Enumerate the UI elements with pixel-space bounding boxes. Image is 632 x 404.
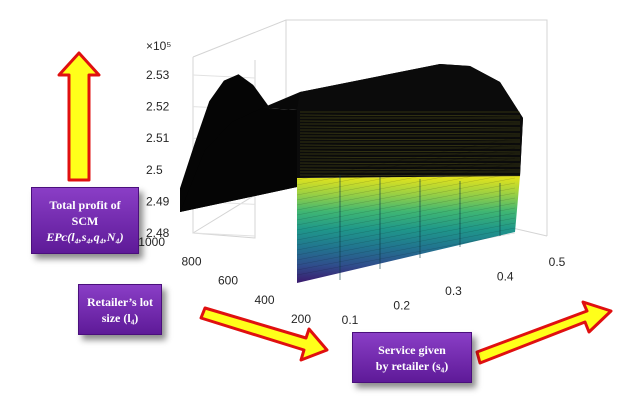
mesh-row (296, 147, 516, 191)
mesh-row (296, 187, 516, 231)
x-tick-label: 0.1 (342, 313, 359, 327)
z-tick-label: 2.52 (146, 100, 170, 114)
profit-label-line1: Total profit of (49, 197, 121, 212)
service-callout: Service given by retailer (s₄) (352, 332, 472, 383)
profit-label-line2: SCM (71, 213, 99, 228)
z-tick-label: 2.48 (146, 226, 170, 240)
y-tick-label: 600 (218, 274, 238, 288)
mesh-row (296, 177, 516, 221)
z-axis-ticks: 2.48 2.49 2.5 2.51 2.52 2.53 (146, 68, 170, 240)
back-top (192, 19, 548, 236)
x-tick-label: 0.4 (497, 270, 514, 284)
service-label-line2: by retailer (s₄) (375, 358, 449, 373)
mesh-line (299, 162, 521, 165)
arrow-up-profit (57, 51, 101, 182)
mesh-line (299, 174, 521, 177)
mesh-row (296, 212, 516, 256)
x-tick-label: 0.2 (393, 299, 410, 313)
mesh-line (299, 120, 521, 123)
surface (180, 64, 523, 283)
mesh-line (299, 150, 521, 153)
x-axis-ticks: 0.1 0.2 0.3 0.4 0.5 (342, 255, 566, 327)
mesh-row (296, 207, 516, 251)
z-gridline (192, 232, 256, 237)
mesh-row (296, 167, 516, 211)
y-axis-ticks: 200 400 600 800 1000 (138, 235, 311, 326)
profit-callout: Total profit of SCM EPᴄ(l₄,s₄,q₄,N₄) (31, 187, 139, 254)
z-tick-label: 2.5 (146, 163, 163, 177)
mesh-line (299, 138, 521, 141)
y-tick-label: 1000 (138, 235, 165, 249)
x-tick-label: 0.5 (549, 255, 566, 269)
service-label-line1: Service given (378, 342, 446, 357)
mesh-row (296, 137, 516, 181)
mesh-line (299, 156, 521, 159)
mesh-row (296, 222, 516, 266)
z-gridline (192, 74, 256, 79)
mesh-line (299, 114, 521, 117)
y-tick-label: 800 (181, 254, 201, 268)
surface-ridge (297, 64, 523, 178)
lot-label-line2: size (l₄) (101, 310, 139, 325)
surface-front-face (297, 176, 520, 283)
y-tick-label: 400 (254, 293, 274, 307)
mesh-line (299, 126, 521, 129)
mesh-row (296, 182, 516, 226)
y-tick-label: 200 (291, 312, 311, 326)
mesh-line (299, 168, 521, 171)
mesh-row (296, 157, 516, 201)
mesh-line (299, 144, 521, 147)
x-tick-label: 0.3 (445, 284, 462, 298)
mesh-row (296, 152, 516, 196)
mesh-row (296, 202, 516, 246)
mesh-row (296, 227, 516, 271)
mesh-row (296, 142, 516, 186)
arrow-service-right (475, 300, 613, 365)
mesh-row (296, 197, 516, 241)
mesh-row (296, 172, 516, 216)
exponent-label: ×10⁵ (146, 39, 171, 53)
profit-label-math: EPᴄ(l₄,s₄,q₄,N₄) (46, 229, 124, 244)
z-tick-label: 2.53 (146, 68, 170, 82)
z-tick-label: 2.51 (146, 131, 170, 145)
mesh-row (296, 217, 516, 261)
mesh-row (296, 162, 516, 206)
surface-left-end (180, 108, 297, 212)
lot-label-line1: Retailer’s lot (86, 294, 154, 309)
mesh-line (299, 132, 521, 135)
arrow-lot-to-service (199, 306, 329, 362)
mesh-row (296, 232, 516, 276)
lot-size-callout: Retailer’s lot size (l₄) (78, 284, 162, 335)
mesh-row (296, 192, 516, 236)
z-tick-label: 2.49 (146, 194, 170, 208)
